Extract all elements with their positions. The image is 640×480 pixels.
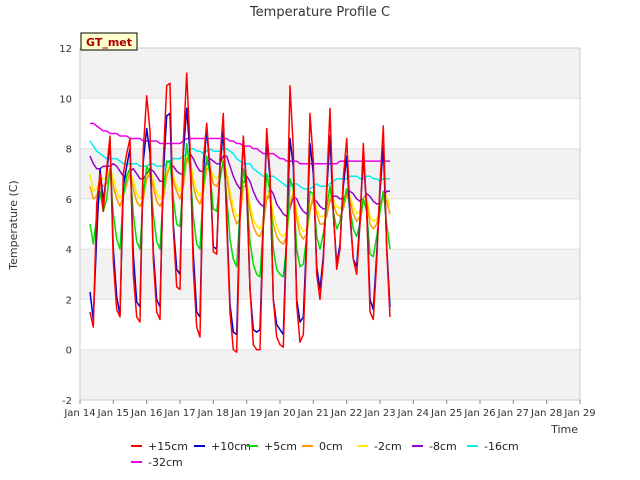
y-tick-label: -2 — [62, 396, 72, 407]
x-tick-label: Jan 26 — [463, 408, 495, 419]
x-tick-label: Jan 24 — [397, 408, 429, 419]
legend-item: -32cm — [131, 456, 183, 469]
legend-label: +15cm — [148, 440, 188, 453]
x-tick-label: Jan 29 — [563, 408, 595, 419]
legend-label: -16cm — [484, 440, 519, 453]
y-tick-label: 8 — [66, 145, 72, 156]
legend-label: -8cm — [429, 440, 457, 453]
y-axis-label: Temperature (C) — [7, 180, 20, 270]
background-bands — [80, 48, 580, 400]
band — [80, 48, 580, 99]
x-tick-label: Jan 18 — [197, 408, 229, 419]
x-axis-ticks: Jan 14 Jan 15 Jan 16 Jan 17 Jan 18 Jan 19 Jan … — [63, 400, 596, 419]
legend-item: -8cm — [412, 440, 457, 453]
gt-met-badge: GT_met — [80, 32, 138, 51]
band — [80, 349, 580, 400]
x-tick-label: Jan 19 — [230, 408, 262, 419]
badge-box — [80, 32, 138, 51]
plot-frame — [79, 47, 581, 401]
legend: +15cm +10cm +5cm 0cm -2cm -8cm -16cm -32cm — [131, 440, 519, 469]
legend-item: -2cm — [357, 440, 402, 453]
x-tick-label: Jan 17 — [163, 408, 195, 419]
y-tick-label: 10 — [59, 94, 72, 105]
chart-title: Temperature Profile C — [249, 5, 390, 20]
series-line-16cm — [89, 140, 390, 190]
x-tick-label: Jan 23 — [363, 408, 395, 419]
series-line-8cm — [89, 152, 390, 218]
series-line-15cm — [89, 72, 391, 353]
y-tick-label: 4 — [66, 245, 72, 256]
x-tick-label: Jan 22 — [330, 408, 362, 419]
legend-label: 0cm — [319, 440, 343, 453]
legend-item: +10cm — [194, 440, 251, 453]
x-tick-label: Jan 21 — [297, 408, 329, 419]
legend-item: +5cm — [247, 440, 297, 453]
x-tick-label: Jan 14 — [63, 408, 95, 419]
legend-item: +15cm — [131, 440, 188, 453]
x-tick-label: Jan 20 — [263, 408, 295, 419]
y-axis-ticks: -2 0 2 4 6 8 10 12 — [59, 44, 72, 407]
legend-label: -2cm — [374, 440, 402, 453]
y-tick-label: 2 — [66, 295, 72, 306]
x-tick-label: Jan 16 — [130, 408, 162, 419]
badge-text: GT_met — [86, 36, 132, 49]
legend-label: +5cm — [264, 440, 297, 453]
legend-item: 0cm — [302, 440, 343, 453]
x-tick-label: Jan 28 — [530, 408, 562, 419]
y-tick-label: 12 — [59, 44, 72, 55]
y-tick-label: 0 — [66, 346, 72, 357]
legend-label: -32cm — [148, 456, 183, 469]
legend-item: -16cm — [467, 440, 519, 453]
x-axis-label: Time — [550, 423, 578, 436]
series-lines — [89, 72, 391, 353]
y-tick-label: 6 — [66, 195, 72, 206]
x-tick-label: Jan 27 — [497, 408, 529, 419]
x-tick-label: Jan 15 — [97, 408, 129, 419]
band — [80, 249, 580, 300]
legend-label: +10cm — [211, 440, 251, 453]
x-tick-label: Jan 25 — [430, 408, 462, 419]
series-line-32cm — [90, 122, 390, 165]
